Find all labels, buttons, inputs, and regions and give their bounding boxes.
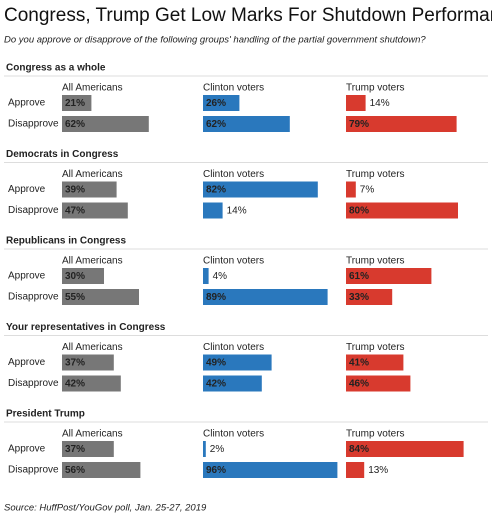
value-label: 82% — [206, 185, 226, 196]
value-label: 41% — [349, 358, 369, 369]
value-label: 96% — [206, 465, 226, 476]
column-header: All Americans — [62, 83, 123, 94]
value-label: 39% — [65, 185, 85, 196]
value-label: 37% — [65, 444, 85, 455]
column-header: All Americans — [62, 342, 123, 353]
value-label: 33% — [349, 292, 369, 303]
section-title: Democrats in Congress — [6, 149, 119, 160]
column-header: All Americans — [62, 256, 123, 267]
value-label: 62% — [206, 119, 226, 130]
bar — [346, 354, 404, 371]
column-header: Clinton voters — [203, 429, 264, 440]
section-title: Republicans in Congress — [6, 236, 126, 247]
bar — [62, 441, 114, 457]
bar — [203, 116, 290, 132]
bar — [346, 268, 432, 284]
column-header: Clinton voters — [203, 169, 264, 180]
value-label: 89% — [206, 292, 226, 303]
value-label: 55% — [65, 292, 85, 303]
value-label: 14% — [227, 206, 247, 217]
row-label: Disapprove — [8, 378, 59, 389]
bar — [203, 181, 318, 198]
bar — [346, 441, 464, 457]
value-label: 42% — [206, 379, 226, 390]
bar — [62, 181, 117, 198]
row-label: Disapprove — [8, 292, 59, 303]
column-header: Trump voters — [346, 429, 405, 440]
bar — [346, 95, 366, 111]
value-label: 61% — [349, 271, 369, 282]
value-label: 2% — [210, 444, 225, 455]
bar — [346, 181, 356, 198]
row-label: Approve — [8, 444, 46, 455]
value-label: 4% — [213, 271, 228, 282]
value-label: 56% — [65, 465, 85, 476]
row-label: Approve — [8, 98, 46, 109]
bar — [203, 289, 328, 305]
row-label: Approve — [8, 271, 46, 282]
source: Source: HuffPost/YouGov poll, Jan. 25-27… — [4, 503, 207, 514]
value-label: 7% — [360, 185, 375, 196]
bar — [346, 375, 411, 392]
bar — [346, 289, 393, 305]
column-header: Clinton voters — [203, 83, 264, 94]
bar — [203, 441, 206, 457]
chart-title: Congress, Trump Get Low Marks For Shutdo… — [4, 5, 492, 26]
value-label: 62% — [65, 119, 85, 130]
row-label: Approve — [8, 184, 46, 195]
value-label: 21% — [65, 98, 85, 109]
bar — [346, 116, 457, 132]
column-header: Clinton voters — [203, 256, 264, 267]
bar — [62, 375, 121, 392]
bar — [203, 375, 262, 392]
column-header: Trump voters — [346, 83, 405, 94]
bar — [62, 354, 114, 371]
bar — [346, 202, 458, 219]
value-label: 26% — [206, 98, 226, 109]
bar — [346, 462, 365, 478]
bar — [203, 354, 272, 371]
value-label: 46% — [349, 379, 369, 390]
value-label: 79% — [349, 119, 369, 130]
column-header: All Americans — [62, 429, 123, 440]
bar — [62, 289, 139, 305]
section-title: Your representatives in Congress — [6, 322, 166, 333]
column-header: Trump voters — [346, 256, 405, 267]
bar — [62, 462, 141, 478]
row-label: Disapprove — [8, 119, 59, 130]
value-label: 84% — [349, 444, 369, 455]
value-label: 37% — [65, 358, 85, 369]
row-label: Disapprove — [8, 465, 59, 476]
bar — [203, 202, 223, 219]
value-label: 49% — [206, 358, 226, 369]
column-header: Trump voters — [346, 342, 405, 353]
value-label: 42% — [65, 379, 85, 390]
row-label: Disapprove — [8, 205, 59, 216]
value-label: 14% — [370, 98, 390, 109]
column-header: All Americans — [62, 169, 123, 180]
value-label: 47% — [65, 206, 85, 217]
column-header: Clinton voters — [203, 342, 264, 353]
bar — [203, 268, 209, 284]
chart-subtitle: Do you approve or disapprove of the foll… — [4, 35, 426, 46]
section-title: President Trump — [6, 409, 85, 420]
section-title: Congress as a whole — [6, 63, 106, 74]
bar — [62, 202, 128, 219]
value-label: 30% — [65, 271, 85, 282]
bar — [62, 268, 104, 284]
bar — [203, 462, 338, 478]
row-label: Approve — [8, 357, 46, 368]
column-header: Trump voters — [346, 169, 405, 180]
bar — [203, 95, 240, 111]
bar — [62, 95, 92, 111]
bar — [62, 116, 149, 132]
value-label: 80% — [349, 206, 369, 217]
value-label: 13% — [368, 465, 388, 476]
